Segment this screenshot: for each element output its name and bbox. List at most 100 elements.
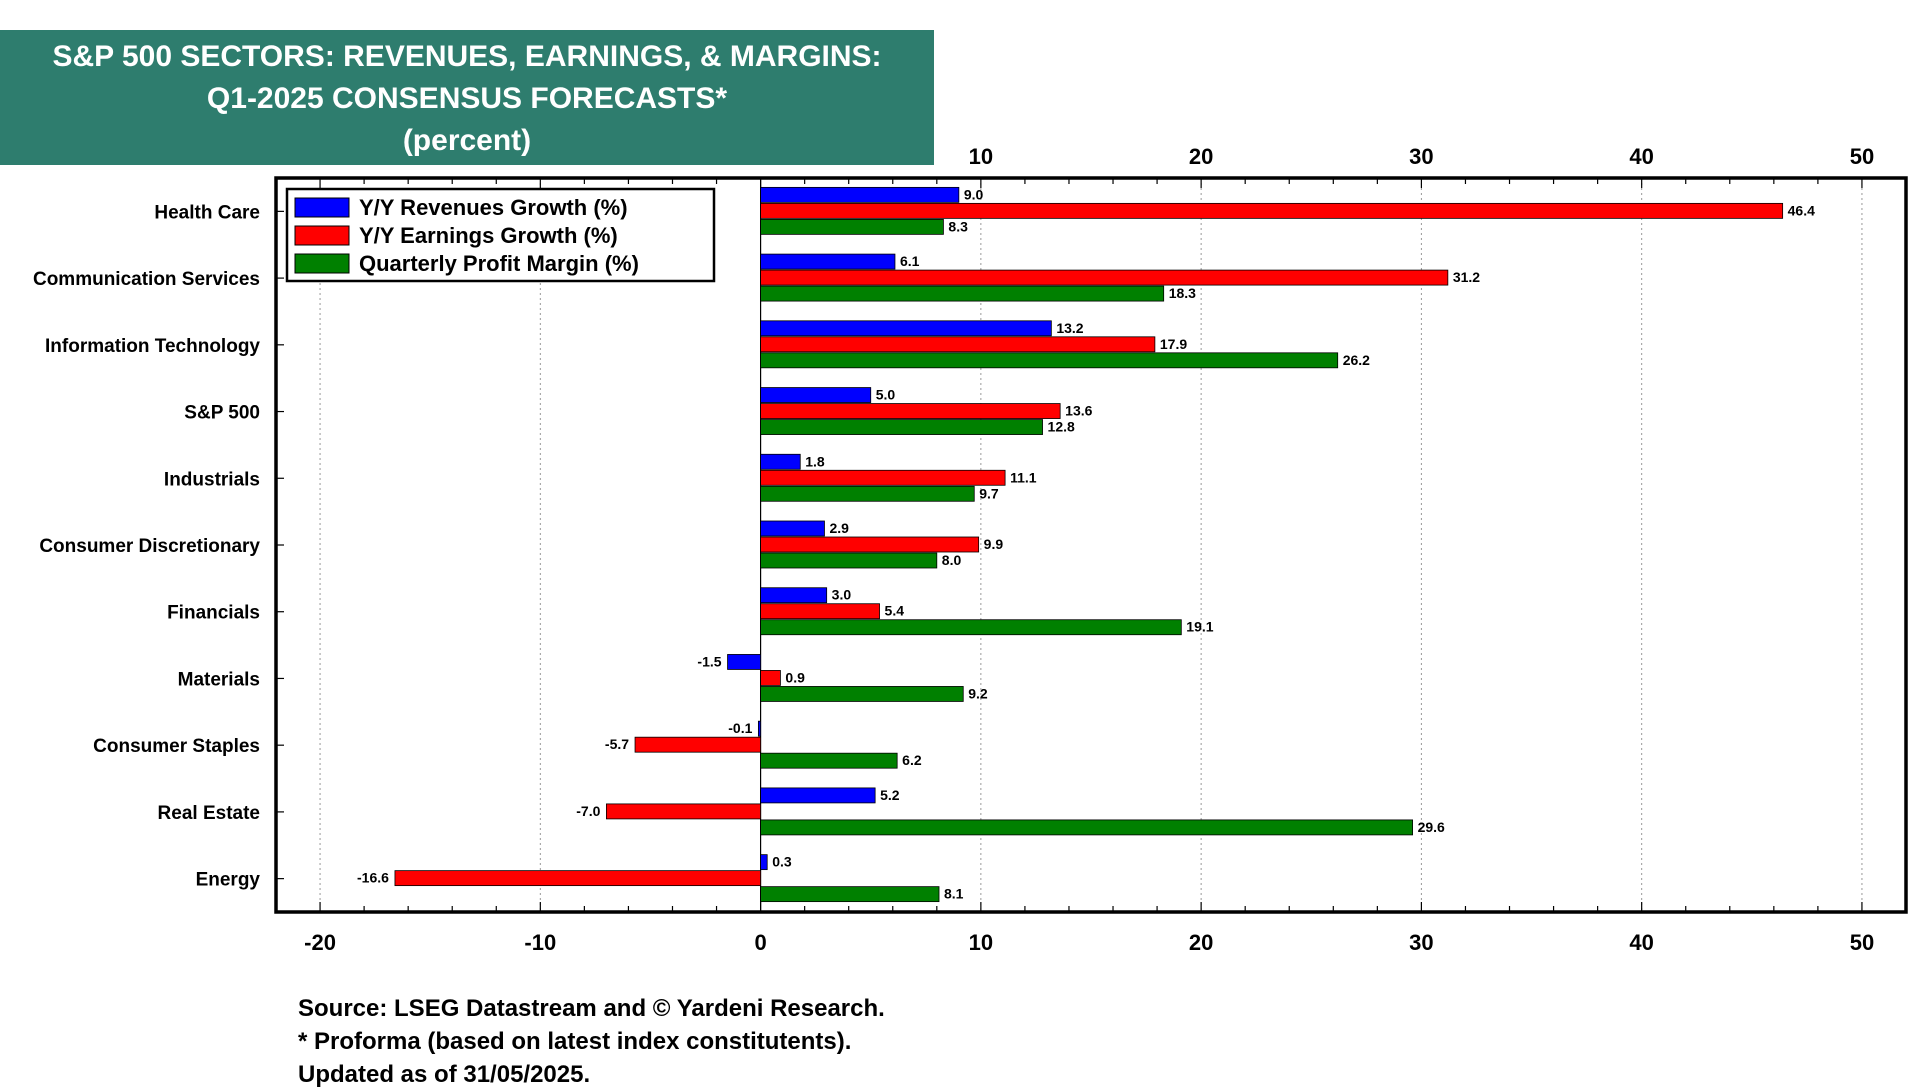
data-label: 18.3: [1169, 285, 1196, 301]
data-label: 0.3: [772, 854, 792, 870]
data-label: -16.6: [357, 870, 389, 886]
legend-swatch: [294, 197, 350, 218]
data-label: 6.1: [900, 253, 920, 269]
data-label: 26.2: [1343, 352, 1370, 368]
category-label: Communication Services: [33, 269, 260, 290]
bar: [760, 485, 975, 502]
proforma-note: * Proforma (based on latest index consti…: [298, 1028, 852, 1055]
bar: [760, 218, 944, 235]
bar: [760, 253, 896, 270]
chart-title-unit: (percent): [402, 124, 532, 157]
legend-swatch: [294, 253, 350, 274]
legend: Y/Y Revenues Growth (%) Y/Y Earnings Grow…: [285, 187, 716, 283]
data-label: -5.7: [605, 736, 629, 752]
bars: [394, 186, 1784, 903]
labels: 9.0 46.4 8.3 Health Care 6.1 31.2 18.3 Communic…: [33, 144, 1874, 955]
x-axis-tick-label: -20: [304, 930, 336, 955]
bar: [757, 720, 761, 737]
data-label: 29.6: [1418, 819, 1445, 835]
data-label: 3.0: [832, 587, 852, 603]
data-label: 19.1: [1186, 619, 1213, 635]
bar: [760, 453, 801, 470]
legend-label: Y/Y Earnings Growth (%): [359, 223, 618, 248]
x-axis-tick-label: 0: [754, 930, 766, 955]
bar: [760, 387, 872, 403]
x-axis-tick-label: 40: [1629, 930, 1653, 955]
data-label: 5.2: [880, 787, 900, 803]
bar: [727, 654, 761, 670]
data-label: 2.9: [829, 520, 849, 536]
bar: [760, 285, 1165, 302]
bar: [760, 886, 940, 903]
footnotes: Source: LSEG Datastream and © Yardeni Re…: [298, 992, 885, 1091]
bar: [760, 603, 880, 620]
data-label: 46.4: [1788, 202, 1815, 218]
chart-title-box: S&P 500 SECTORS: REVENUES, EARNINGS, & M…: [0, 30, 934, 165]
data-label: 8.0: [942, 552, 962, 568]
bar: [760, 670, 781, 686]
data-label: 0.9: [785, 669, 805, 685]
category-label: S&P 500: [184, 403, 260, 424]
data-label: -1.5: [697, 653, 721, 669]
data-label: 5.0: [876, 387, 896, 403]
bar: [606, 803, 761, 820]
top-axis-tick-label: 40: [1629, 144, 1653, 169]
top-axis-tick-label: 50: [1850, 144, 1874, 169]
bar: [760, 587, 828, 604]
bar: [760, 186, 960, 203]
category-label: Consumer Staples: [93, 736, 260, 757]
data-label: 9.7: [979, 485, 999, 501]
bar: [760, 552, 938, 569]
chart-title-line2: Q1-2025 CONSENSUS FORECASTS*: [206, 82, 728, 115]
data-label: -0.1: [728, 720, 752, 736]
bar: [760, 536, 980, 553]
bar: [760, 336, 1156, 353]
category-label: Energy: [196, 870, 261, 891]
axis-ticks: [276, 178, 1863, 912]
bar: [760, 686, 964, 702]
legend-box: [285, 187, 716, 283]
category-label: Real Estate: [158, 803, 260, 824]
category-label: Information Technology: [45, 336, 260, 357]
source-note: Source: LSEG Datastream and © Yardeni Re…: [298, 995, 885, 1022]
data-label: 9.9: [984, 536, 1004, 552]
legend-swatch: [294, 225, 350, 246]
data-label: 9.0: [964, 186, 984, 202]
data-label: 11.1: [1010, 469, 1037, 485]
x-axis-tick-label: 50: [1850, 930, 1874, 955]
data-label: 6.2: [902, 752, 922, 768]
x-axis-tick-label: 30: [1409, 930, 1433, 955]
updated-note: Updated as of 31/05/2025.: [298, 1061, 591, 1088]
bar: [760, 819, 1413, 836]
data-label: 17.9: [1160, 336, 1187, 352]
data-label: 31.2: [1453, 269, 1480, 285]
chart-title-line1: S&P 500 SECTORS: REVENUES, EARNINGS, & M…: [52, 40, 882, 73]
category-label: Consumer Discretionary: [39, 536, 260, 557]
x-axis-tick-label: -10: [524, 930, 556, 955]
category-label: Financials: [167, 603, 260, 624]
bar: [760, 202, 1784, 219]
bar: [760, 619, 1182, 636]
data-label: -7.0: [576, 803, 600, 819]
legend-label: Y/Y Revenues Growth (%): [359, 195, 628, 220]
category-label: Materials: [178, 669, 260, 690]
bar: [760, 520, 825, 537]
data-label: 13.2: [1056, 320, 1083, 336]
bar: [760, 752, 898, 769]
top-axis-tick-label: 20: [1189, 144, 1213, 169]
bar: [760, 854, 768, 871]
legend-label: Quarterly Profit Margin (%): [359, 251, 639, 276]
data-label: 8.3: [948, 218, 968, 234]
x-axis-tick-label: 20: [1189, 930, 1213, 955]
bar: [760, 419, 1043, 435]
bar: [760, 320, 1052, 337]
x-axis-tick-label: 10: [969, 930, 993, 955]
data-label: 12.8: [1048, 419, 1075, 435]
top-axis-tick-label: 10: [969, 144, 993, 169]
bar: [760, 352, 1339, 369]
data-label: 8.1: [944, 886, 964, 902]
category-label: Health Care: [154, 202, 260, 223]
bar: [634, 736, 761, 753]
top-axis-tick-label: 30: [1409, 144, 1433, 169]
